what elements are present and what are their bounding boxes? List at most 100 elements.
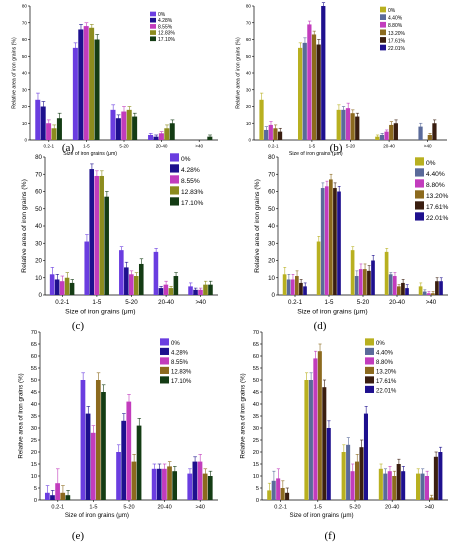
bar-8.80pct-5-20 [345, 108, 351, 140]
y-tick-label: 70 [31, 330, 37, 336]
panel-letter-e: (e) [71, 530, 85, 542]
bar-22.01pct-1-5 [326, 428, 331, 500]
chart-panel-e: 0 5 10 15 20 25 30 35 40 45 50 55 60 65 70 Relative are… [18, 330, 218, 519]
y-tick-label: 25 [253, 438, 259, 444]
bar-12.83pct->40 [203, 284, 208, 295]
x-tick-label: 20-40 [156, 144, 168, 149]
bar-17.61pct-1-5 [322, 387, 327, 500]
x-tick-label: 20-40 [158, 299, 174, 306]
legend-entry: 12.83% [158, 31, 176, 37]
x-tick-label: 0.2-1 [51, 505, 64, 511]
y-tick-label: 0 [248, 138, 251, 143]
bar-4.28pct-20-40 [156, 468, 162, 500]
legend-entry: 22.01% [426, 215, 449, 222]
y-tick-label: 30 [246, 87, 252, 92]
bar-17.10pct-20-40 [172, 471, 178, 500]
y-tick-label: 40 [253, 402, 259, 408]
legend-entry: 8.80% [376, 360, 394, 366]
bar-0pct-1-5 [72, 47, 78, 140]
panel-letter-f: (f) [324, 530, 336, 542]
bar-8.80pct-5-20 [350, 471, 355, 500]
bar-0pct-0.2-1 [259, 99, 264, 140]
bar-17.10pct-1-5 [101, 392, 106, 500]
y-tick-label: 60 [31, 354, 37, 360]
y-tick-label: 80 [22, 4, 28, 9]
bar-17.10pct-5-20 [136, 425, 142, 500]
legend-entry: 17.10% [181, 200, 204, 207]
legend-swatch [150, 30, 156, 35]
bar-17.10pct->40 [207, 476, 213, 500]
bar-12.83pct->40 [202, 473, 208, 500]
bar-22.01pct->40 [439, 281, 443, 295]
bar-0pct-20-40 [151, 468, 157, 500]
bar-17.10pct-1-5 [94, 39, 100, 140]
bar-13.20pct-1-5 [311, 34, 317, 140]
bar-8.55pct-20-40 [162, 468, 167, 500]
y-tick-label: 15 [253, 462, 259, 468]
bar-0pct->40 [187, 473, 193, 500]
bar-4.40pct-5-20 [354, 276, 359, 295]
legend-swatch [415, 212, 424, 221]
y-tick-label: 10 [246, 121, 252, 126]
x-tick-label: 1-5 [309, 144, 316, 149]
legend-entry: 4.40% [426, 171, 445, 178]
bar-4.28pct-1-5 [89, 169, 95, 295]
y-tick-label: 50 [31, 378, 37, 384]
bar-8.55pct-1-5 [83, 26, 89, 141]
bar-8.80pct-1-5 [313, 358, 318, 500]
bar-13.20pct-0.2-1 [273, 128, 278, 140]
x-axis-label: Size of iron grains (μm) [65, 308, 135, 315]
bar-12.83pct-5-20 [131, 461, 137, 500]
y-tick-label: 50 [246, 54, 252, 59]
bar-12.83pct-1-5 [95, 380, 101, 500]
bar-0pct-20-40 [153, 251, 159, 295]
y-tick-label: 50 [268, 206, 275, 213]
y-tick-label: 0 [24, 138, 27, 143]
legend-swatch [170, 186, 179, 195]
bar-17.10pct-1-5 [104, 196, 109, 295]
y-tick-label: 60 [22, 37, 28, 42]
y-tick-label: 60 [253, 354, 259, 360]
bar-0pct-5-20 [119, 250, 124, 295]
bar-8.55pct-5-20 [121, 111, 127, 140]
panel-letter-d: (d) [313, 320, 327, 332]
chart-panel-f: 0 5 10 15 20 25 30 35 40 45 50 55 60 65 70 Relative are… [240, 330, 448, 519]
bar-0pct-1-5 [80, 380, 86, 500]
bar-0pct->40 [416, 473, 421, 500]
x-tick-label: 1-5 [325, 299, 335, 306]
bar-17.61pct-5-20 [367, 270, 371, 295]
bar-22.01pct-20-40 [401, 471, 406, 500]
legend-swatch [170, 153, 179, 162]
legend-swatch [160, 376, 169, 384]
y-tick-label: 20 [246, 104, 252, 109]
y-axis-label: Relative area of iron grains (%) [236, 37, 242, 109]
bar-17.61pct-1-5 [333, 188, 337, 295]
y-axis-label: Relative area of iron grains (%) [12, 37, 18, 109]
x-tick-label: 5-20 [357, 299, 370, 306]
legend-entry: 12.83% [181, 189, 204, 196]
legend-entry: 8.55% [158, 24, 173, 30]
bar-8.80pct-1-5 [324, 186, 329, 295]
legend-entry: 17.10% [158, 37, 176, 43]
bar-8.55pct-1-5 [90, 432, 96, 500]
bar-4.28pct-20-40 [158, 288, 164, 295]
bar-4.40pct->40 [420, 473, 425, 500]
y-tick-label: 80 [246, 4, 252, 9]
bar-8.55pct-1-5 [94, 175, 99, 295]
bar-0pct->40 [418, 286, 423, 295]
bar-17.61pct-0.2-1 [299, 282, 303, 295]
legend-entry: 13.20% [376, 370, 397, 376]
y-tick-label: 70 [22, 20, 28, 25]
legend-swatch [160, 357, 169, 365]
y-tick-label: 10 [35, 275, 42, 282]
y-axis-label: Relative area of iron grains (%) [240, 373, 247, 458]
bar-4.40pct-1-5 [308, 380, 313, 500]
bar-4.28pct-5-20 [115, 118, 121, 140]
bar-0pct-5-20 [116, 452, 121, 500]
x-tick-label: 0.2-1 [274, 505, 287, 511]
panel-letter-b: (b) [329, 142, 343, 154]
y-tick-label: 30 [268, 240, 275, 247]
y-axis-label: Relative area of iron grains (%) [254, 179, 261, 273]
y-tick-label: 20 [35, 258, 42, 265]
